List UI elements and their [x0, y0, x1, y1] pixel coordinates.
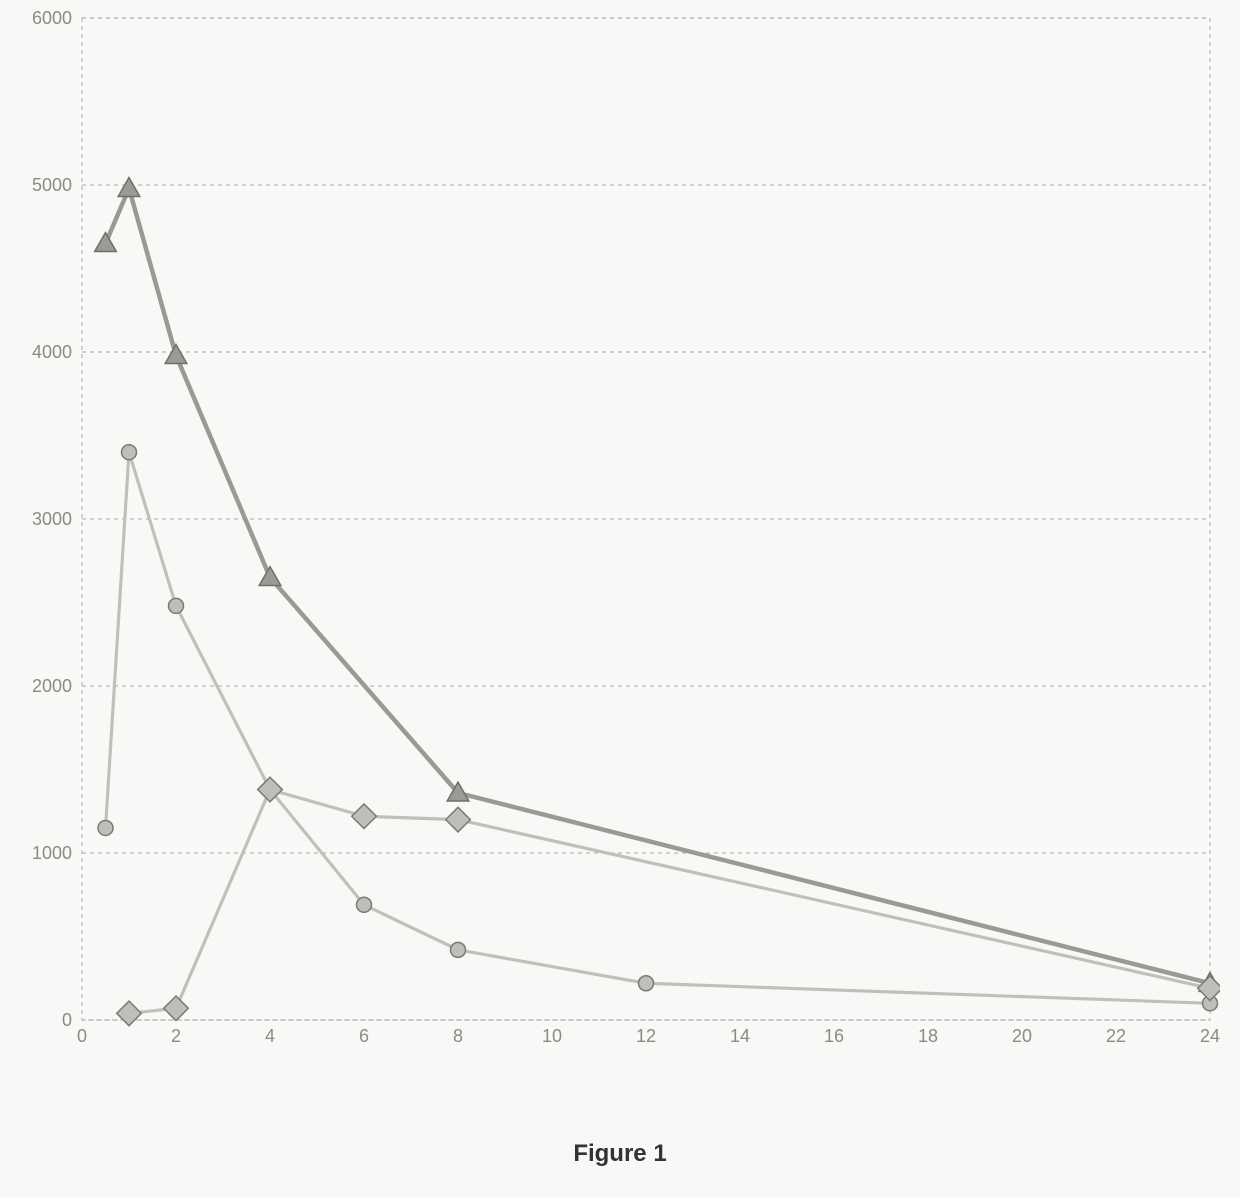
svg-text:20: 20 [1012, 1026, 1032, 1046]
svg-text:6000: 6000 [32, 10, 72, 28]
svg-text:2: 2 [171, 1026, 181, 1046]
svg-text:4: 4 [265, 1026, 275, 1046]
svg-text:0: 0 [62, 1010, 72, 1030]
svg-text:8: 8 [453, 1026, 463, 1046]
figure-container: 0100020003000400050006000024681012141618… [0, 0, 1240, 1198]
svg-text:1000: 1000 [32, 843, 72, 863]
svg-text:0: 0 [77, 1026, 87, 1046]
figure-caption: Figure 1 [0, 1140, 1240, 1168]
svg-text:14: 14 [730, 1026, 750, 1046]
svg-text:3000: 3000 [32, 509, 72, 529]
line-chart: 0100020003000400050006000024681012141618… [20, 10, 1220, 1050]
svg-text:5000: 5000 [32, 175, 72, 195]
svg-text:12: 12 [636, 1026, 656, 1046]
svg-text:2000: 2000 [32, 676, 72, 696]
svg-text:6: 6 [359, 1026, 369, 1046]
svg-text:4000: 4000 [32, 342, 72, 362]
svg-text:16: 16 [824, 1026, 844, 1046]
svg-text:24: 24 [1200, 1026, 1220, 1046]
svg-text:18: 18 [918, 1026, 938, 1046]
chart-wrapper: 0100020003000400050006000024681012141618… [20, 10, 1220, 1050]
svg-text:10: 10 [542, 1026, 562, 1046]
svg-text:22: 22 [1106, 1026, 1126, 1046]
